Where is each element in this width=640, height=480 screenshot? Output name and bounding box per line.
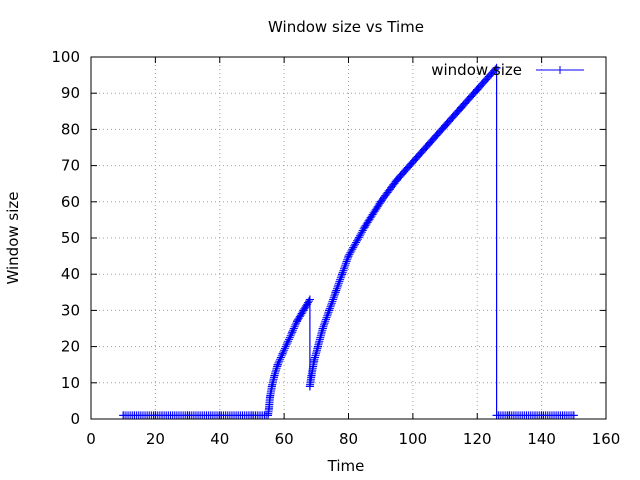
legend-marker-plus <box>556 66 564 74</box>
data-point <box>331 288 340 297</box>
data-point <box>569 411 578 420</box>
y-tick-label: 100 <box>51 48 80 66</box>
data-point <box>288 328 297 337</box>
data-point <box>299 306 308 315</box>
data-point <box>293 317 301 326</box>
data-point <box>505 411 514 420</box>
y-axis-label: Window size <box>4 192 22 285</box>
x-tick-label: 140 <box>527 430 556 448</box>
x-tick-label: 60 <box>275 430 294 448</box>
y-tick-label: 10 <box>61 374 80 392</box>
data-point <box>360 223 369 232</box>
data-point <box>215 411 224 420</box>
grid-lines <box>91 57 606 419</box>
data-point <box>264 404 273 413</box>
y-tick-label: 80 <box>61 120 80 138</box>
y-tick-label: 40 <box>61 265 80 283</box>
plot-frame <box>90 56 607 420</box>
y-tick-label: 60 <box>61 193 80 211</box>
data-point <box>265 393 274 402</box>
data-point <box>307 371 316 380</box>
data-point <box>310 357 319 366</box>
data-point <box>264 411 273 420</box>
data-point <box>278 349 287 358</box>
data-point <box>318 324 327 333</box>
x-tick-label: 40 <box>210 430 229 448</box>
chart-title: Window size vs Time <box>268 18 424 36</box>
data-point <box>338 270 347 279</box>
x-tick-label: 160 <box>592 430 621 448</box>
data-point <box>305 382 314 391</box>
axis-ticks: 0 20 40 60 80 100 120 140 160 0 10 20 30 40 50 60 70 80 90… <box>51 48 620 448</box>
legend: window size <box>431 61 584 79</box>
y-tick-label: 90 <box>61 84 80 102</box>
data-point <box>408 157 417 166</box>
legend-label: window size <box>431 61 522 79</box>
data-point <box>283 338 292 347</box>
data-point <box>119 411 128 420</box>
x-tick-label: 100 <box>399 430 428 448</box>
data-point <box>151 411 160 420</box>
data-point <box>492 63 501 72</box>
data-point <box>392 176 401 185</box>
y-tick-label: 30 <box>61 301 80 319</box>
data-point <box>441 121 450 130</box>
data-point <box>273 360 282 369</box>
data-point <box>344 252 353 261</box>
data-point <box>267 382 276 391</box>
data-point <box>183 411 192 420</box>
x-tick-label: 120 <box>463 430 492 448</box>
data-point <box>457 103 466 112</box>
data-point <box>537 411 546 420</box>
y-tick-label: 0 <box>70 410 80 428</box>
data-point <box>473 85 482 94</box>
y-tick-label: 70 <box>61 157 80 175</box>
data-point <box>270 371 279 380</box>
data-point <box>247 411 256 420</box>
y-tick-label: 20 <box>61 338 80 356</box>
data-point <box>305 295 314 304</box>
data-point <box>313 342 322 351</box>
data-point <box>492 411 501 420</box>
x-tick-label: 20 <box>146 430 165 448</box>
data-point <box>325 306 334 315</box>
data-point <box>424 139 433 148</box>
x-tick-label: 0 <box>86 430 96 448</box>
x-tick-label: 80 <box>339 430 358 448</box>
y-tick-label: 50 <box>61 229 80 247</box>
series-layer <box>119 63 578 420</box>
x-axis-label: Time <box>327 457 365 475</box>
data-point <box>376 197 385 206</box>
